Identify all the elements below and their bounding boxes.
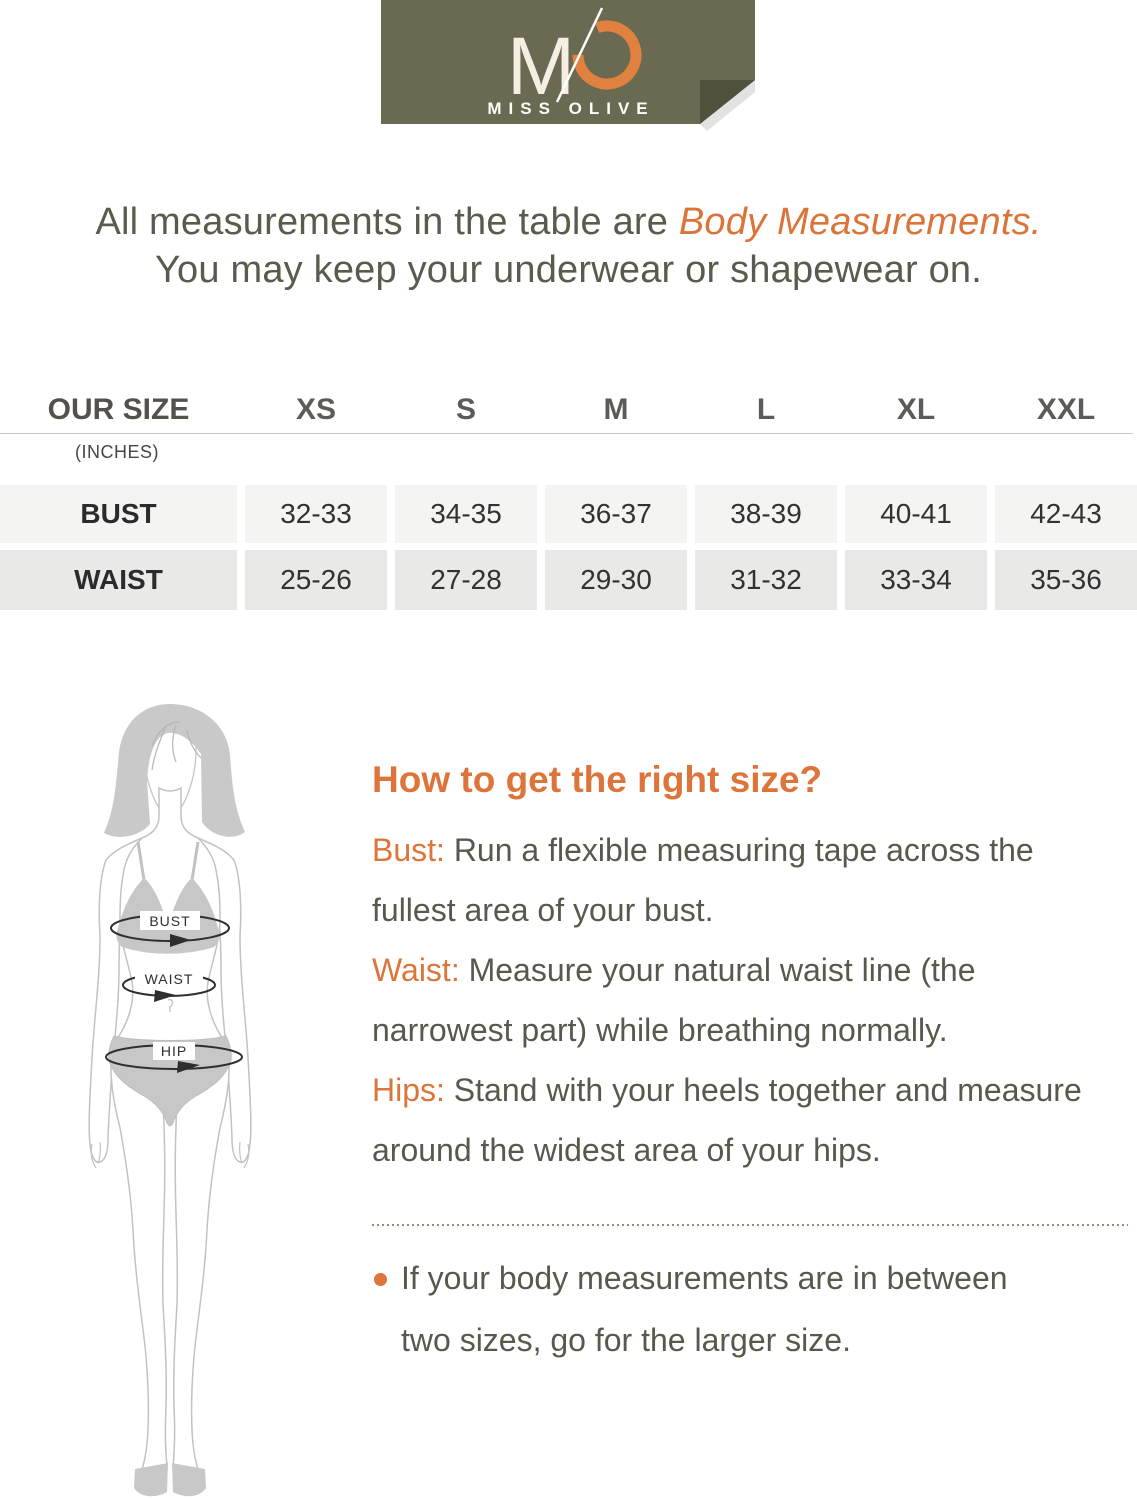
dotted-divider (372, 1224, 1128, 1226)
hip-arrowhead-icon (177, 1061, 200, 1073)
bust-xxl: 42-43 (995, 485, 1137, 543)
intro-line-1-prefix: All measurements in the table are (95, 201, 669, 243)
figure-right-leg (172, 1055, 230, 1492)
figure-bra-straps (136, 841, 200, 881)
banner-background (381, 0, 755, 124)
bust-s: 34-35 (395, 485, 537, 543)
sizing-guide: How to get the right size? Bust: Run a f… (372, 758, 1102, 1180)
figure-hair (104, 704, 245, 837)
waist-l: 31-32 (695, 550, 837, 610)
unit-note: (INCHES) (75, 442, 159, 462)
figure-right-arm (196, 836, 252, 1164)
guide-text-bust: Run a flexible measuring tape across the… (372, 832, 1034, 928)
between-sizes-note: If your body measurements are in between… (372, 1247, 1052, 1371)
hip-label: HIP (161, 1043, 187, 1059)
figure-right-heel (172, 1463, 206, 1497)
intro-line-1-highlight: Body Measurements. (678, 201, 1042, 243)
bust-xs: 32-33 (245, 485, 387, 543)
bust-label: BUST (149, 913, 190, 929)
waist-m: 29-30 (545, 550, 687, 610)
waist-label-bg (135, 970, 203, 988)
logo-letter-o-arc (572, 20, 642, 90)
column-header-our-size: OUR SIZE (47, 393, 190, 426)
table-row-bust: BUST 32-33 34-35 36-37 38-39 40-41 42-43 (0, 485, 1137, 543)
bust-arrowhead-icon (170, 934, 191, 947)
guide-lead-hips: Hips: (372, 1072, 445, 1108)
bust-label-bg (140, 911, 200, 930)
header-divider-line (0, 433, 1133, 434)
body-measurement-figure: BUST WAIST HIP (40, 690, 340, 1500)
intro-line-2: You may keep your underwear or shapewear… (154, 249, 982, 291)
figure-left-heel (134, 1463, 168, 1497)
guide-title: How to get the right size? (372, 759, 823, 800)
brand-name: MISS OLIVE (487, 99, 654, 118)
intro-heading: All measurements in the table are Body M… (0, 198, 1137, 294)
waist-s: 27-28 (395, 550, 537, 610)
waist-xs: 25-26 (245, 550, 387, 610)
figure-illustration: BUST WAIST HIP (88, 704, 252, 1497)
column-header-m: M (603, 393, 629, 426)
hip-label-bg (153, 1042, 195, 1060)
column-header-xl: XL (896, 393, 936, 426)
column-header-l: L (756, 393, 776, 426)
figure-hands (90, 1141, 250, 1169)
folded-corner (700, 80, 755, 124)
waist-arrowhead-icon (154, 990, 176, 1002)
guide-text-waist: Measure your natural waist line (the nar… (372, 952, 976, 1048)
row-label-bust: BUST (0, 485, 237, 543)
guide-lead-waist: Waist: (372, 952, 460, 988)
intro-line-1: All measurements in the table are Body M… (0, 198, 1137, 246)
row-label-waist: WAIST (0, 550, 237, 610)
column-header-xs: XS (295, 393, 337, 426)
guide-item-hips: Hips: Stand with your heels together and… (372, 1060, 1102, 1180)
bust-m: 36-37 (545, 485, 687, 543)
bullet-dot-icon (374, 1273, 387, 1286)
waist-xl: 33-34 (845, 550, 987, 610)
waist-label: WAIST (145, 971, 194, 987)
note-text: If your body measurements are in between… (401, 1260, 1008, 1358)
figure-left-leg (110, 1055, 168, 1492)
figure-left-arm (88, 836, 144, 1164)
guide-lead-bust: Bust: (372, 832, 445, 868)
table-row-waist: WAIST 25-26 27-28 29-30 31-32 33-34 35-3… (0, 550, 1137, 610)
guide-text-hips: Stand with your heels together and measu… (372, 1072, 1082, 1168)
brand-banner-graphic: M MISS OLIVE (381, 0, 760, 131)
figure-hair-fringe (151, 721, 202, 771)
logo-letter-m: M (507, 21, 575, 112)
figure-bra (116, 878, 220, 954)
waist-xxl: 35-36 (995, 550, 1137, 610)
column-header-s: S (455, 393, 476, 426)
column-header-xxl: XXL (1036, 393, 1096, 426)
guide-item-bust: Bust: Run a flexible measuring tape acro… (372, 820, 1102, 940)
guide-item-waist: Waist: Measure your natural waist line (… (372, 940, 1102, 1060)
bust-l: 38-39 (695, 485, 837, 543)
brand-banner: M MISS OLIVE (381, 0, 760, 136)
figure-panties (108, 1035, 232, 1127)
figure-navel-mark (167, 998, 174, 1012)
size-table-header: OUR SIZE XS S M L XL XXL (0, 391, 1137, 429)
bust-xl: 40-41 (845, 485, 987, 543)
logo-slash (555, 7, 604, 103)
fold-shadow (700, 80, 760, 131)
